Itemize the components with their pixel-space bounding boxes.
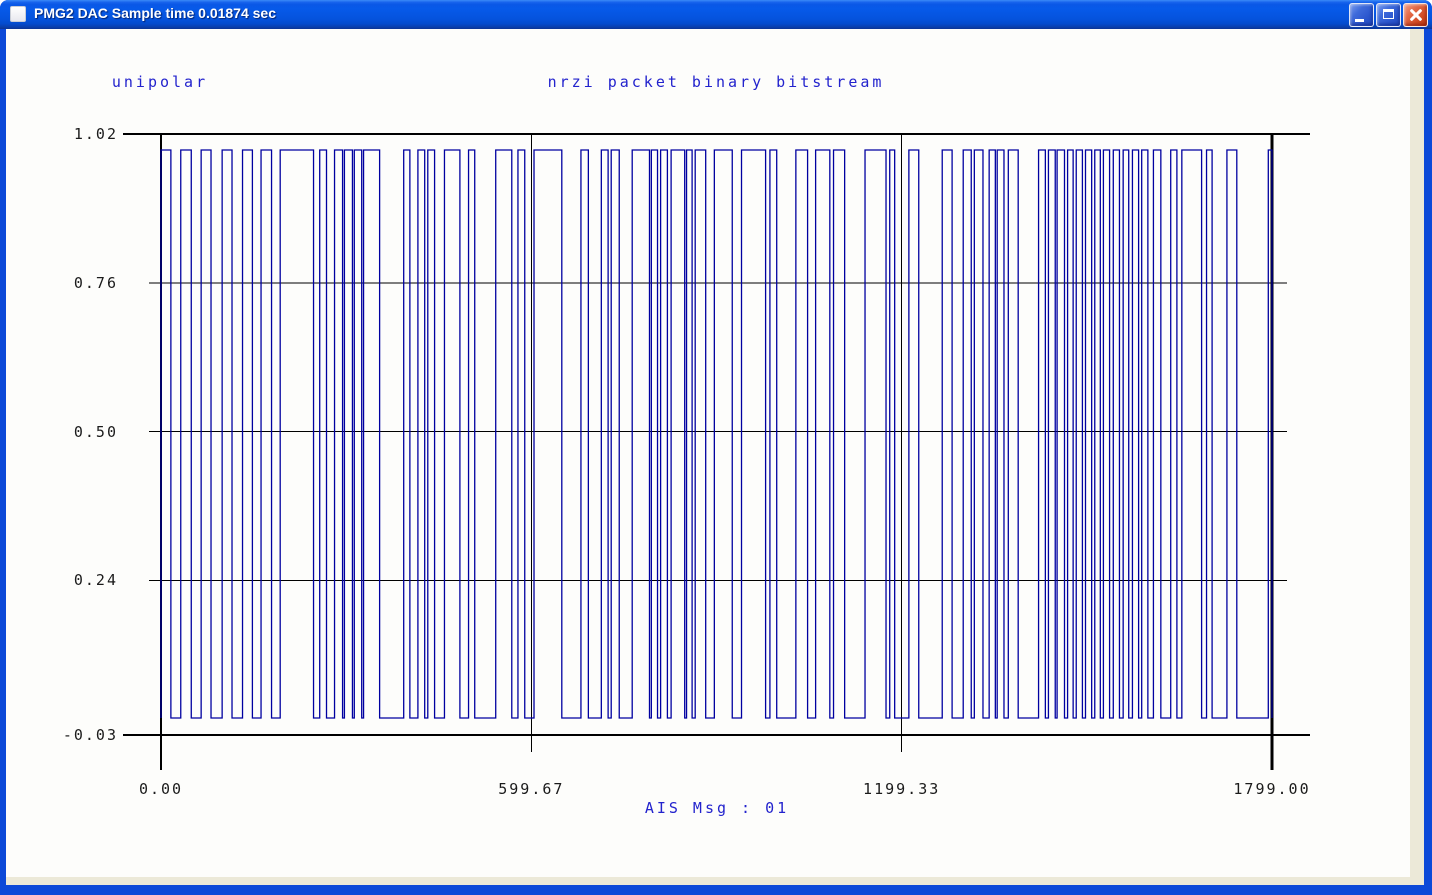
- x-tick-label: 1199.33: [863, 780, 941, 798]
- minimize-icon: [1355, 19, 1364, 22]
- y-tick-label: 0.24: [73, 571, 118, 590]
- x-tick-label: 0.00: [138, 780, 184, 798]
- close-button[interactable]: [1403, 3, 1428, 27]
- close-icon: [1409, 9, 1422, 22]
- x-tick-label: 1799.00: [1233, 780, 1311, 798]
- mode-label: unipolar: [111, 73, 209, 91]
- y-tick-label: 1.02: [73, 125, 118, 143]
- window-title: PMG2 DAC Sample time 0.01874 sec: [34, 5, 277, 21]
- plot-canvas: [6, 29, 1410, 877]
- minimize-button[interactable]: [1349, 3, 1374, 27]
- y-tick-label: 0.50: [73, 422, 118, 441]
- y-tick-label: 0.76: [73, 273, 118, 292]
- x-tick-label: 599.67: [498, 780, 565, 798]
- maximize-icon: [1383, 9, 1394, 19]
- window-controls: [1349, 3, 1428, 27]
- message-label: AIS Msg : 01: [644, 799, 790, 817]
- plot-title: nrzi packet binary bitstream: [547, 73, 885, 91]
- y-tick-label: -0.03: [62, 726, 118, 744]
- titlebar[interactable]: PMG2 DAC Sample time 0.01874 sec: [0, 0, 1432, 29]
- maximize-button[interactable]: [1376, 3, 1401, 27]
- app-icon: [10, 6, 26, 22]
